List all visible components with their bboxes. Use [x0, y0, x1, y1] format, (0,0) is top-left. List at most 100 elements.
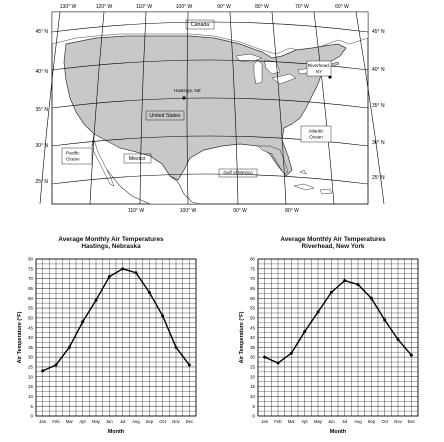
- y-tick-label: 25: [28, 365, 33, 370]
- x-tick-label: Mar: [66, 419, 74, 424]
- latitude-label: 40° N: [35, 69, 48, 75]
- united-states-label: United States: [149, 113, 181, 119]
- y-tick-label: 75: [28, 266, 33, 271]
- canada-label: Canada: [191, 22, 209, 28]
- data-line: [264, 279, 412, 364]
- y-tick-label: 5: [253, 404, 256, 409]
- parallel-line: [51, 97, 369, 109]
- hastings-chart-plot: 0 5 10 15 20 25 30 35 40 45 50 55 60 65 70 75 80 Jan Feb Ma…: [17, 257, 197, 435]
- longitude-label: 80° W: [285, 208, 299, 214]
- x-tick-label: Jan: [261, 419, 268, 424]
- longitude-label: 90° W: [217, 4, 231, 10]
- data-point: [303, 330, 307, 334]
- data-point: [263, 355, 267, 359]
- latitude-label: 25° N: [372, 175, 385, 181]
- y-tick-label: 45: [250, 325, 255, 330]
- x-tick-label: Aug: [354, 419, 362, 424]
- latitude-labels-left: 45° N 40° N 35° N 30° N 25° N: [35, 29, 48, 185]
- x-tick-label: Feb: [52, 419, 60, 424]
- data-point: [343, 279, 347, 283]
- data-point: [383, 318, 387, 322]
- map-panel: 130° W 120° W 110° W 100° W 90° W 80° W 70° W 6…: [35, 4, 385, 214]
- longitude-label: 80° W: [255, 4, 269, 10]
- y-tick-label: 5: [31, 404, 34, 409]
- riverhead-chart: Average Monthly Air Temperatures Riverhe…: [222, 234, 444, 437]
- latitude-label: 35° N: [372, 103, 385, 109]
- longitude-labels-top: 130° W 120° W 110° W 100° W 90° W 80° W 70° W 6…: [60, 4, 349, 10]
- y-tick-label: 30: [250, 355, 255, 360]
- y-tick-label: 30: [28, 355, 33, 360]
- y-tick-label: 45: [28, 325, 33, 330]
- svg-text:Atlantic: Atlantic: [308, 129, 324, 134]
- y-tick-label: 15: [250, 384, 255, 389]
- latitude-label: 30° N: [35, 143, 48, 149]
- y-tick-label: 20: [28, 374, 33, 379]
- data-point: [396, 337, 400, 341]
- y-tick-label: 55: [28, 306, 33, 311]
- x-tick-label: Jun: [106, 419, 113, 424]
- plot-frame: [257, 258, 419, 417]
- latitude-labels-right: 45° N 40° N 35° N 30° N 25° N: [372, 29, 385, 181]
- gulf-label-box: [218, 168, 258, 178]
- data-point: [369, 296, 373, 300]
- y-tick-label: 65: [28, 286, 33, 291]
- longitude-label: 100° W: [180, 208, 197, 214]
- meridian-line: [313, 11, 335, 205]
- svg-text:Pacific: Pacific: [66, 151, 80, 156]
- longitude-labels-bottom: 110° W 100° W 90° W 80° W: [128, 208, 299, 214]
- y-tick-label: 0: [31, 414, 34, 419]
- longitude-label: 120° W: [96, 4, 113, 10]
- riverhead-chart-plot: 0 5 10 15 20 25 30 35 40 45 50 55 60 65 70 75 80 Jan Feb Ma…: [239, 257, 419, 435]
- longitude-label: 90° W: [233, 208, 247, 214]
- y-tick-label: 80: [28, 257, 33, 262]
- canada-label-box: [185, 19, 215, 30]
- data-point: [147, 290, 151, 294]
- latitude-label: 35° N: [35, 107, 48, 113]
- parallel-line: [51, 173, 369, 185]
- x-tick-label: Nov: [394, 419, 402, 424]
- y-tick-label: 50: [250, 315, 255, 320]
- meridian-line: [186, 11, 189, 205]
- svg-text:Ocean: Ocean: [309, 135, 323, 140]
- data-point: [81, 320, 85, 324]
- meridian-line: [271, 11, 287, 205]
- x-tick-label: Mar: [288, 419, 296, 424]
- y-tick-label: 50: [28, 315, 33, 320]
- x-tick-label: Aug: [132, 419, 140, 424]
- longitude-label: 110° W: [128, 208, 144, 214]
- y-tick-label: 35: [28, 345, 33, 350]
- x-tick-label: Apr: [301, 419, 308, 424]
- united-states-label-box: [145, 110, 185, 121]
- x-tick-label: May: [314, 419, 323, 424]
- data-line: [42, 268, 190, 372]
- x-axis-label: Month: [330, 429, 346, 435]
- hastings-chart: Average Monthly Air Temperatures Hasting…: [0, 234, 222, 437]
- y-tick-label: 60: [28, 296, 33, 301]
- y-tick-label: 15: [28, 384, 33, 389]
- y-tick-label: 55: [250, 306, 255, 311]
- gulf-of-mexico-label: Gulf of Mexico: [223, 170, 253, 175]
- x-tick-label: Jul: [120, 419, 125, 424]
- data-point: [67, 345, 71, 349]
- florida-peninsula: [257, 145, 289, 175]
- chart-grid: [35, 258, 197, 417]
- chart-subtitle: Hastings, Nebraska: [81, 243, 141, 250]
- y-tick-label: 20: [250, 374, 255, 379]
- mexico-label-box: [123, 153, 152, 164]
- data-point: [121, 267, 125, 271]
- latitude-label: 45° N: [372, 29, 385, 35]
- longitude-label: 60° W: [335, 4, 349, 10]
- us-map: 130° W 120° W 110° W 100° W 90° W 80° W 70° W 6…: [35, 4, 385, 214]
- chart-title: Average Monthly Air Temperatures: [58, 236, 164, 243]
- plot-frame: [35, 258, 197, 417]
- data-point: [289, 351, 293, 355]
- data-point: [41, 369, 45, 373]
- y-tick-label: 0: [253, 414, 256, 419]
- svg-text:NY: NY: [316, 69, 322, 74]
- chart-grid: [257, 258, 419, 417]
- latitude-label: 25° N: [35, 179, 48, 185]
- data-point: [161, 314, 165, 318]
- svg-text:Ocean: Ocean: [66, 157, 80, 162]
- y-tick-label: 65: [250, 286, 255, 291]
- riverhead-label: Riverhead, NY: [306, 60, 332, 77]
